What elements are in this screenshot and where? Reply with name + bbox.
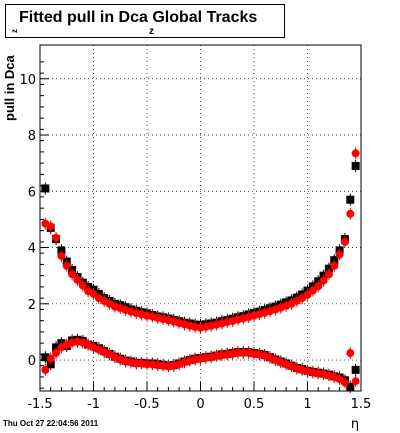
x-tick-label: 1.5 [351, 397, 372, 412]
data-point [324, 270, 333, 279]
data-point [308, 286, 317, 295]
data-point [314, 282, 323, 291]
data-point [319, 276, 328, 285]
data-point [346, 195, 355, 204]
y-tick-label: 8 [28, 129, 36, 144]
data-point [346, 349, 355, 358]
x-tick-label: -1.5 [27, 397, 52, 412]
data-point [52, 233, 61, 242]
data-point [346, 209, 355, 218]
data-point [73, 275, 82, 284]
data-point [346, 382, 355, 391]
x-tick-label: 1 [303, 397, 311, 412]
y-tick-label: 10 [19, 73, 36, 88]
y-axis-label-main: pull in Dca [2, 55, 17, 121]
x-axis-label: η [351, 417, 359, 432]
data-point [89, 289, 98, 298]
y-tick-label: 6 [28, 185, 36, 200]
data-point [46, 222, 55, 231]
data-point [351, 161, 360, 170]
y-tick-label: 2 [28, 298, 36, 313]
data-point [41, 184, 50, 193]
chart-title-box: Fitted pull in Dca Global Tracks z [5, 4, 285, 38]
data-point [335, 250, 344, 259]
grid [40, 45, 361, 391]
chart-title-subscript: z [149, 26, 154, 37]
data-point [41, 353, 50, 362]
y-axis-label-subscript: z [10, 29, 19, 33]
data-point [351, 365, 360, 374]
data-point [62, 261, 71, 270]
date-stamp: Thu Oct 27 22:04:56 2011 [3, 419, 99, 428]
data-point [78, 281, 87, 290]
data-point [57, 251, 66, 260]
data-point [52, 349, 61, 358]
data-point [351, 377, 360, 386]
y-tick-label: 4 [28, 242, 36, 257]
axis-ticks: -1.5 -1 -0.5 0 0.5 1 1.5 0 2 4 6 8 10 [19, 61, 372, 412]
x-tick-label: 0.5 [244, 397, 265, 412]
data-point [46, 354, 55, 363]
y-tick-label: 0 [28, 354, 36, 369]
data-point [330, 261, 339, 270]
chart-title: Fitted pull in Dca Global Tracks [19, 9, 258, 26]
data-point [340, 237, 349, 246]
data-markers [41, 147, 360, 393]
x-tick-label: -1 [87, 397, 100, 412]
x-tick-label: -0.5 [134, 397, 159, 412]
data-point [41, 365, 50, 374]
data-point [340, 378, 349, 387]
data-point [68, 270, 77, 279]
data-point [351, 149, 360, 158]
x-tick-label: 0 [196, 397, 204, 412]
data-point [303, 290, 312, 299]
